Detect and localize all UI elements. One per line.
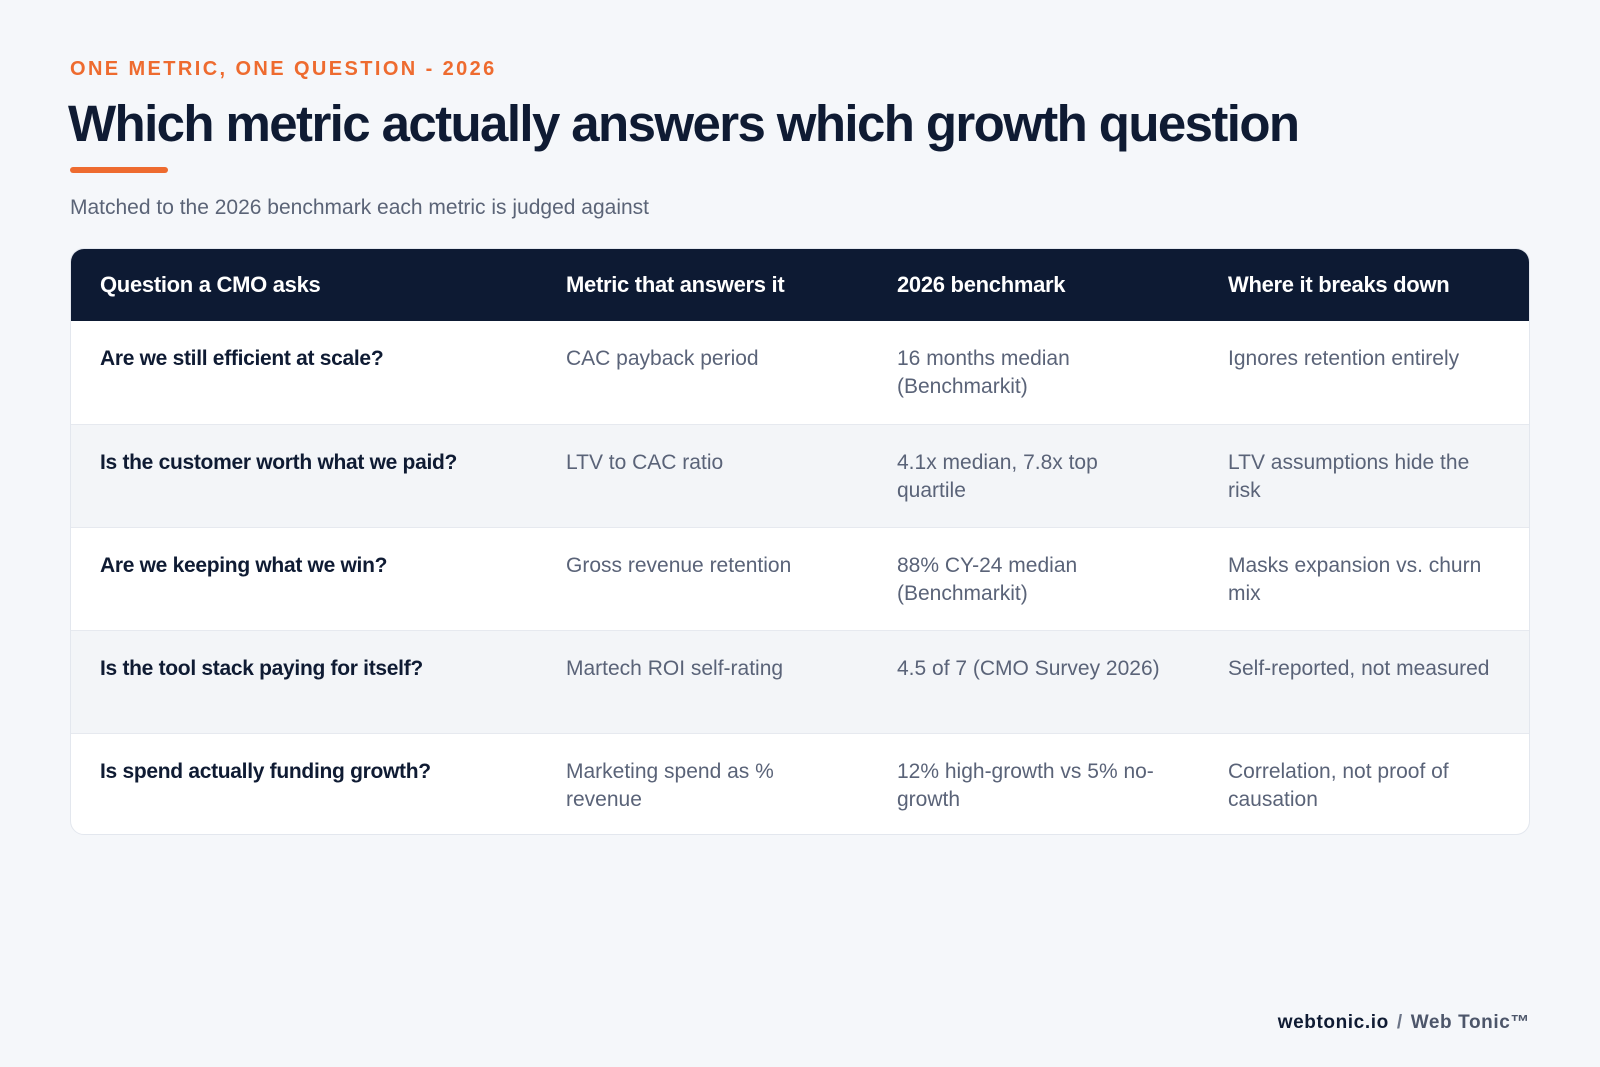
metrics-table-card: Question a CMO asks Metric that answers … [70, 248, 1530, 835]
benchmark-cell: 88% CY-24 median (Benchmarkit) [868, 526, 1199, 630]
breakdown-cell: Masks expansion vs. churn mix [1199, 526, 1529, 630]
accent-underline [70, 167, 168, 173]
footer-credit: webtonic.io / Web Tonic™ [1278, 1012, 1530, 1034]
metric-cell: CAC payback period [566, 347, 759, 370]
table-row: Is the customer worth what we paid? LTV … [71, 423, 1529, 527]
page-title: Which metric actually answers which grow… [68, 95, 1300, 152]
footer-site: webtonic.io [1277, 1012, 1389, 1033]
question-cell: Are we still efficient at scale? [100, 347, 384, 370]
breakdown-cell: Correlation, not proof of causation [1199, 732, 1529, 834]
metric-cell: Marketing spend as % revenue [537, 732, 868, 834]
breakdown-cell: Ignores retention entirely [1228, 347, 1460, 370]
metric-cell: LTV to CAC ratio [537, 423, 868, 527]
column-header-metric: Metric that answers it [537, 249, 868, 321]
table-row: Is spend actually funding growth? Market… [71, 732, 1529, 834]
breakdown-cell: Self-reported, not measured [1199, 629, 1529, 733]
table-row: Are we still efficient at scale? CAC pay… [71, 321, 1529, 424]
eyebrow-label: ONE METRIC, ONE QUESTION - 2026 [70, 58, 497, 80]
footer-brand: Web Tonic™ [1410, 1012, 1530, 1033]
column-header-benchmark: 2026 benchmark [868, 249, 1199, 321]
table-row: Is the tool stack paying for itself? Mar… [71, 629, 1529, 733]
question-cell: Is the tool stack paying for itself? [71, 629, 537, 733]
benchmark-cell: 4.1x median, 7.8x top quartile [868, 423, 1199, 527]
question-cell: Are we keeping what we win? [71, 526, 537, 630]
column-header-question: Question a CMO asks [71, 249, 537, 321]
metrics-table: Question a CMO asks Metric that answers … [71, 249, 1529, 834]
column-header-breakdown: Where it breaks down [1199, 249, 1529, 321]
table-row: Are we keeping what we win? Gross revenu… [71, 526, 1529, 630]
breakdown-cell: LTV assumptions hide the risk [1199, 423, 1529, 527]
question-cell: Is the customer worth what we paid? [71, 423, 537, 527]
benchmark-cell: 16 months median (Benchmarkit) [897, 347, 1070, 398]
table-header-row: Question a CMO asks Metric that answers … [71, 249, 1529, 321]
metric-cell: Gross revenue retention [537, 526, 868, 630]
question-cell: Is spend actually funding growth? [71, 732, 537, 834]
metric-cell: Martech ROI self-rating [537, 629, 868, 733]
footer-separator: / [1396, 1012, 1403, 1033]
benchmark-cell: 12% high-growth vs 5% no-growth [868, 732, 1199, 834]
benchmark-cell: 4.5 of 7 (CMO Survey 2026) [868, 629, 1199, 733]
page-subtitle: Matched to the 2026 benchmark each metri… [70, 196, 650, 219]
